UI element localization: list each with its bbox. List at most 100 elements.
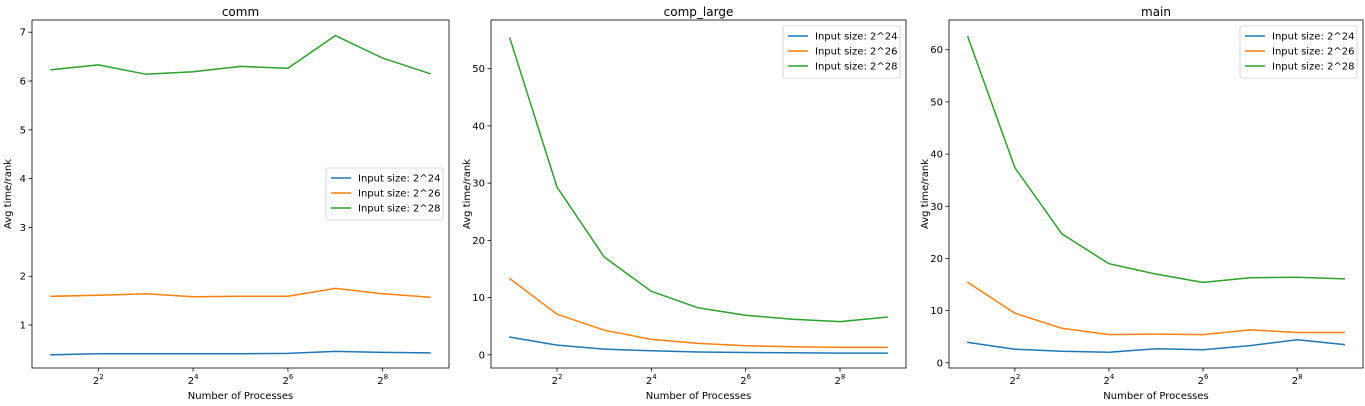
y-tick: 0 — [937, 358, 949, 369]
series-line-2 — [508, 277, 888, 349]
series-line-3 — [508, 37, 888, 323]
series-line-2 — [50, 287, 431, 299]
legend: Input size: 2^24 Input size: 2^26 Input si… — [1239, 25, 1358, 79]
x-tick: 24 — [1104, 368, 1115, 387]
y-tick-label: 50 — [930, 97, 943, 108]
y-tick: 60 — [930, 45, 949, 56]
x-axis-label: Number of Processes — [1103, 391, 1208, 402]
legend-label: Input size: 2^28 — [1272, 62, 1354, 73]
y-tick: 3 — [20, 223, 32, 234]
legend-label: Input size: 2^24 — [815, 32, 897, 43]
y-tick-label: 10 — [472, 293, 485, 304]
y-axis-label: Avg time/rank — [462, 159, 473, 229]
series-line-3 — [50, 34, 431, 75]
y-tick-label: 20 — [930, 254, 943, 265]
x-tick-label: 24 — [1104, 373, 1115, 387]
x-tick-label: 28 — [835, 373, 846, 387]
y-tick-label: 0 — [937, 358, 943, 369]
legend-label: Input size: 2^26 — [1272, 47, 1354, 58]
x-tick: 22 — [93, 368, 104, 387]
legend-label: Input size: 2^26 — [815, 47, 897, 58]
y-tick-label: 4 — [20, 174, 26, 185]
x-tick: 28 — [835, 368, 846, 387]
y-tick-label: 30 — [472, 179, 485, 190]
legend-label: Input size: 2^26 — [358, 189, 440, 200]
x-tick: 24 — [188, 368, 199, 387]
x-tick-label: 26 — [1198, 373, 1209, 387]
x-tick-label: 26 — [740, 373, 751, 387]
subplot-3: 0 10 20 30 40 50 60 22 24 26 28 main Number of Proce… — [920, 5, 1364, 402]
y-tick: 30 — [472, 179, 491, 190]
x-axis-label: Number of Processes — [188, 391, 293, 402]
y-tick: 2 — [20, 272, 32, 283]
series-line-2 — [966, 281, 1345, 336]
plot-frame — [31, 19, 450, 369]
subplot-1: 1 2 3 4 5 6 7 22 24 26 28 comm Number of Processes Av… — [3, 5, 450, 402]
x-tick: 28 — [377, 368, 388, 387]
y-tick-label: 50 — [472, 64, 485, 75]
y-tick-label: 3 — [20, 223, 26, 234]
y-tick: 7 — [20, 28, 32, 39]
subplot-title: main — [1141, 5, 1171, 19]
x-tick-label: 22 — [93, 373, 104, 387]
x-tick-label: 22 — [552, 373, 563, 387]
x-tick: 24 — [646, 368, 657, 387]
legend-label: Input size: 2^24 — [1272, 32, 1354, 43]
y-tick-label: 7 — [20, 28, 26, 39]
x-axis-label: Number of Processes — [646, 391, 751, 402]
y-tick: 50 — [472, 64, 491, 75]
legend-frame — [1239, 25, 1358, 79]
x-tick: 26 — [1198, 368, 1209, 387]
subplot-2: 0 10 20 30 40 50 22 24 26 28 comp_large Number of P… — [462, 5, 907, 402]
x-tick-label: 24 — [646, 373, 657, 387]
x-tick-label: 28 — [377, 373, 388, 387]
y-tick-label: 0 — [479, 350, 485, 361]
y-tick-label: 6 — [20, 77, 26, 88]
subplot-title: comm — [222, 5, 259, 19]
legend: Input size: 2^24 Input size: 2^26 Input si… — [782, 25, 901, 79]
x-tick-label: 22 — [1009, 373, 1020, 387]
series-line-1 — [966, 339, 1346, 354]
y-tick: 1 — [20, 321, 32, 332]
y-axis-label: Avg time/rank — [3, 159, 14, 229]
plot-frame — [948, 19, 1364, 369]
y-tick: 40 — [472, 121, 491, 132]
legend-label: Input size: 2^28 — [358, 204, 440, 215]
series-line-3 — [966, 35, 1345, 284]
y-tick: 0 — [479, 350, 491, 361]
x-tick: 22 — [552, 368, 563, 387]
series-line-1 — [509, 336, 888, 354]
y-tick-label: 2 — [20, 272, 26, 283]
x-tick-label: 24 — [188, 373, 199, 387]
y-tick: 10 — [930, 306, 949, 317]
y-tick: 30 — [930, 202, 949, 213]
y-tick: 6 — [20, 77, 32, 88]
y-tick-label: 5 — [20, 125, 26, 136]
legend-label: Input size: 2^24 — [358, 174, 440, 185]
y-tick: 10 — [472, 293, 491, 304]
legend-frame — [782, 25, 901, 79]
y-tick: 20 — [930, 254, 949, 265]
y-tick-label: 30 — [930, 202, 943, 213]
plot-frame — [490, 19, 907, 369]
y-tick-label: 40 — [472, 121, 485, 132]
x-tick: 26 — [740, 368, 752, 387]
x-tick-label: 26 — [282, 373, 293, 387]
subplot-title: comp_large — [664, 5, 734, 19]
legend: Input size: 2^24 Input size: 2^26 Input si… — [325, 167, 444, 221]
x-tick: 26 — [282, 368, 294, 387]
y-axis-label: Avg time/rank — [920, 159, 931, 229]
y-tick-label: 1 — [20, 321, 26, 332]
y-tick: 4 — [20, 174, 32, 185]
y-tick: 40 — [930, 150, 949, 161]
y-tick-label: 40 — [930, 150, 943, 161]
y-tick-label: 10 — [930, 306, 943, 317]
y-tick: 50 — [930, 97, 949, 108]
x-tick-label: 28 — [1292, 373, 1303, 387]
y-tick-label: 60 — [930, 45, 943, 56]
legend-frame — [325, 167, 444, 221]
legend-label: Input size: 2^28 — [815, 62, 897, 73]
y-tick: 5 — [20, 125, 32, 136]
series-line-1 — [50, 350, 431, 356]
